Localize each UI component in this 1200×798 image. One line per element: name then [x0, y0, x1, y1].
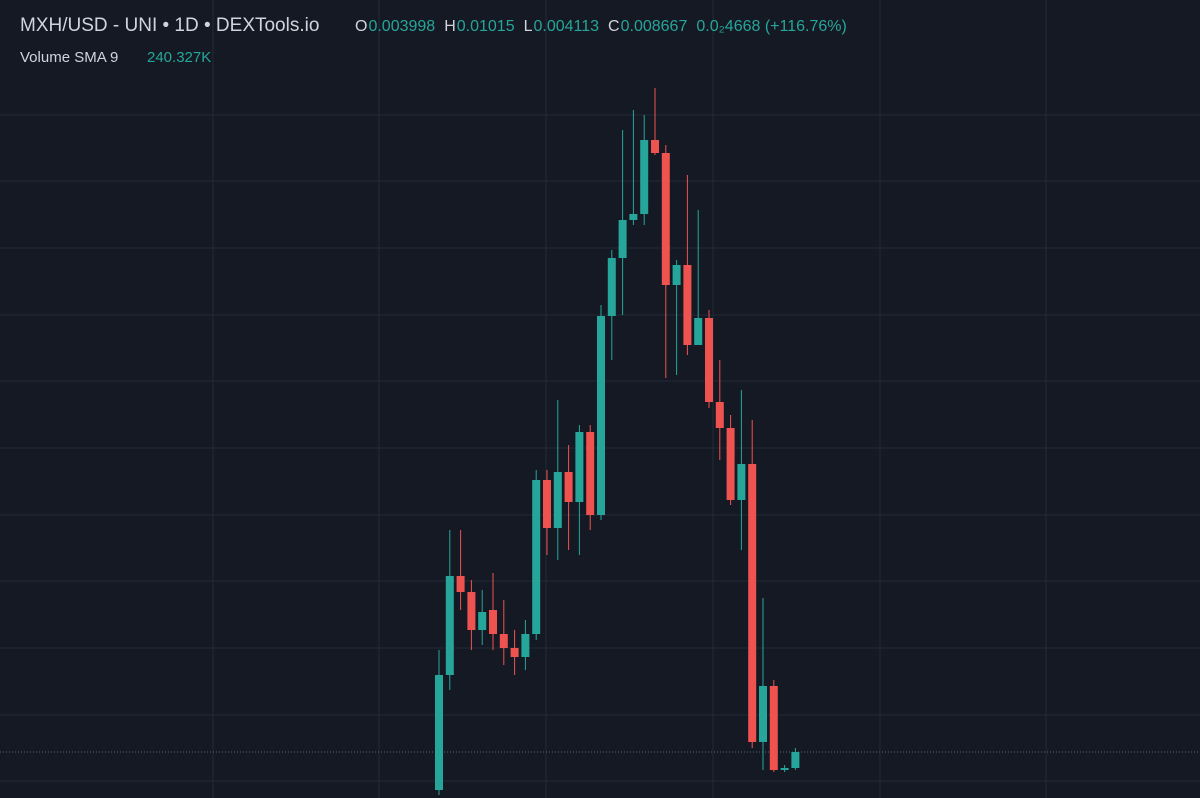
candle-body [683, 265, 692, 345]
candle-body [597, 316, 605, 515]
candle-body [435, 675, 443, 790]
ohlc-label: L [524, 18, 533, 35]
ohlc-value: 0.003998 [368, 18, 435, 35]
candle-body [456, 576, 465, 592]
candle-body [543, 480, 551, 528]
change: 0.0₂4668 (+116.76%) [696, 18, 846, 35]
ohlc-legend: O 0.003998 H 0.01015 L 0.004113 C 0.008667 [355, 18, 687, 35]
candle-body [726, 428, 735, 500]
ohlc-label: C [608, 18, 620, 35]
candle-body [791, 752, 800, 768]
candle-body [553, 472, 562, 528]
candle-body [748, 464, 757, 742]
ohlc-label: O [355, 18, 367, 35]
candle-body [737, 464, 746, 500]
candle-body [672, 265, 681, 285]
candles [435, 88, 800, 795]
candle-body [510, 648, 519, 657]
ohlc-value: 0.008667 [621, 18, 688, 35]
ohlc-value: 0.01015 [457, 18, 515, 35]
candle-body [759, 686, 767, 742]
candle-body [715, 402, 724, 428]
candle-body [640, 140, 649, 214]
candle-body [661, 153, 670, 285]
candle-body [532, 480, 541, 634]
candle-body [607, 258, 616, 316]
candle-body [478, 612, 487, 630]
candle-body [629, 214, 638, 220]
candle-body [445, 576, 454, 675]
candle-body [780, 768, 789, 770]
candle-body [564, 472, 573, 502]
candle-body [586, 432, 595, 515]
candle-body [651, 140, 659, 153]
candle-body [618, 220, 627, 258]
candle-body [769, 686, 778, 770]
candle-body [575, 432, 584, 502]
candle-body [489, 610, 497, 634]
candle-body [694, 318, 703, 345]
candle-body [705, 318, 713, 402]
indicator-name: Volume SMA 9 [20, 49, 118, 66]
candle-body [521, 634, 530, 657]
indicator-value: 240.327K [147, 49, 211, 66]
ohlc-label: H [444, 18, 456, 35]
chart-title: MXH/USD - UNI • 1D • DEXTools.io [20, 15, 319, 36]
candle-body [467, 592, 476, 630]
ohlc-value: 0.004113 [534, 18, 600, 35]
candle-body [499, 634, 508, 648]
